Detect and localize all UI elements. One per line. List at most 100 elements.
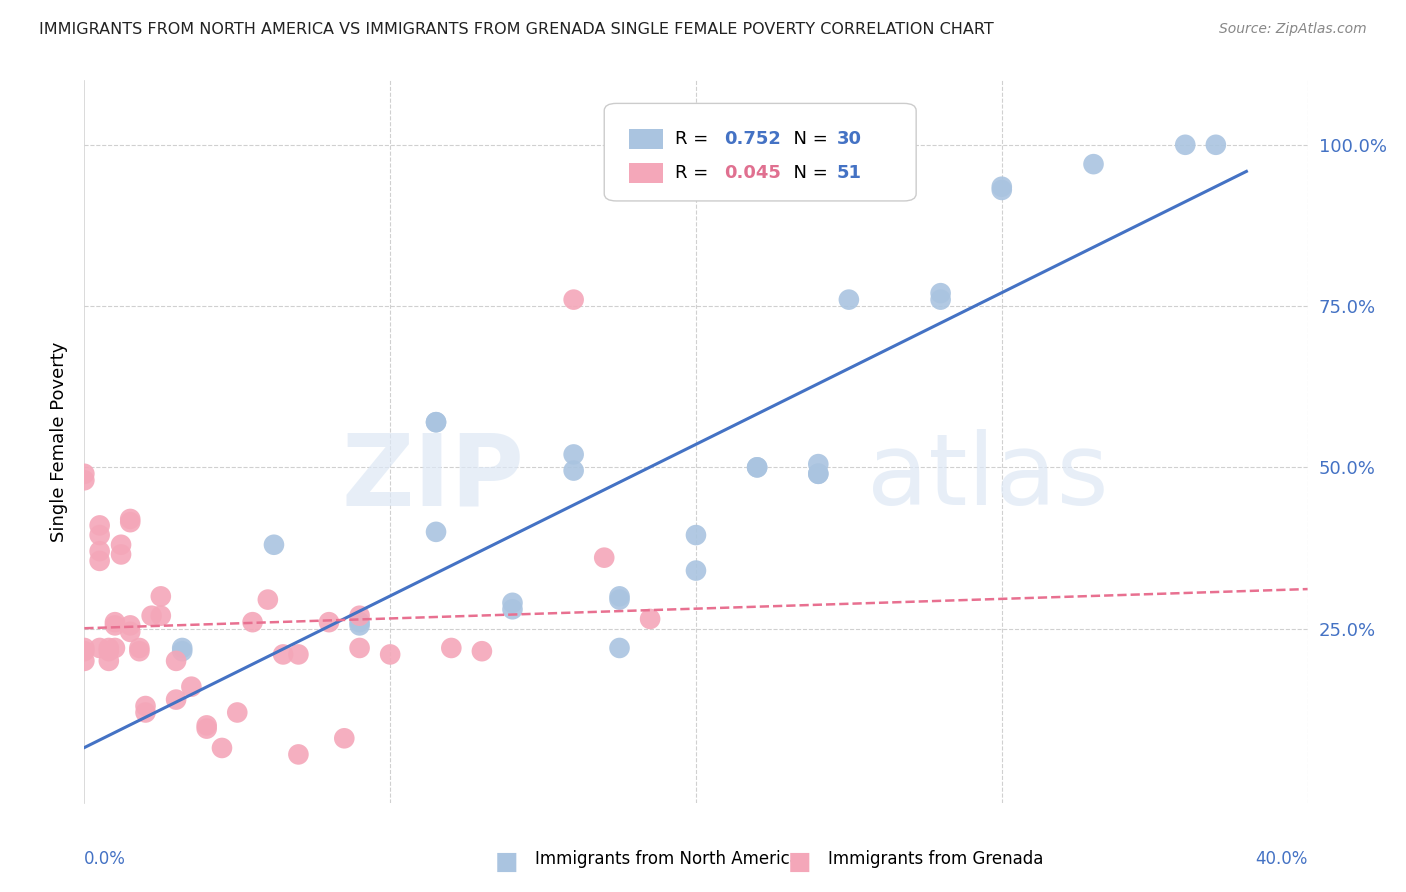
Point [73, 467, 96, 481]
Point [425, 415, 447, 429]
Point [165, 692, 187, 706]
Point [807, 467, 830, 481]
FancyBboxPatch shape [628, 128, 664, 149]
Text: 30: 30 [837, 130, 862, 148]
Point [73, 654, 96, 668]
Text: 0.045: 0.045 [724, 164, 780, 182]
Point [685, 564, 707, 578]
Text: 51: 51 [837, 164, 862, 182]
Point [380, 648, 402, 662]
Point [104, 640, 127, 655]
Point [318, 615, 340, 630]
Point [120, 512, 142, 526]
Point [287, 747, 309, 762]
Point [349, 618, 371, 632]
Text: N =: N = [782, 164, 834, 182]
Point [120, 515, 142, 529]
Point [349, 640, 371, 655]
Point [73, 473, 96, 487]
Point [609, 640, 631, 655]
Point [609, 592, 631, 607]
Point [1083, 157, 1105, 171]
Point [135, 699, 157, 714]
Point [991, 179, 1014, 194]
Point [104, 615, 127, 630]
Point [440, 640, 463, 655]
Text: ZIP: ZIP [342, 429, 524, 526]
Point [929, 293, 952, 307]
Point [562, 464, 585, 478]
Point [89, 554, 111, 568]
Point [89, 518, 111, 533]
Point [110, 548, 132, 562]
Text: 0.0%: 0.0% [84, 850, 127, 868]
Point [165, 654, 187, 668]
Text: atlas: atlas [868, 429, 1109, 526]
FancyBboxPatch shape [605, 103, 917, 201]
Y-axis label: Single Female Poverty: Single Female Poverty [51, 342, 69, 541]
Point [97, 644, 120, 658]
Point [135, 706, 157, 720]
Text: R =: R = [675, 164, 714, 182]
Point [195, 722, 218, 736]
Point [97, 654, 120, 668]
Point [89, 640, 111, 655]
Point [1205, 137, 1227, 152]
FancyBboxPatch shape [628, 162, 664, 183]
Point [562, 293, 585, 307]
Point [226, 706, 249, 720]
Point [349, 615, 371, 630]
Point [807, 457, 830, 471]
Point [838, 293, 860, 307]
Point [110, 538, 132, 552]
Point [747, 460, 769, 475]
Point [562, 447, 585, 461]
Point [73, 644, 96, 658]
Text: ■: ■ [789, 850, 811, 874]
Text: N =: N = [782, 130, 834, 148]
Point [172, 644, 194, 658]
Point [349, 608, 371, 623]
Point [128, 644, 150, 658]
Point [211, 741, 233, 756]
Point [638, 612, 661, 626]
Point [149, 590, 172, 604]
Point [120, 618, 142, 632]
Text: Immigrants from North America: Immigrants from North America [534, 850, 800, 868]
Point [425, 415, 447, 429]
Point [593, 550, 616, 565]
Point [195, 718, 218, 732]
Point [73, 640, 96, 655]
Point [149, 608, 172, 623]
Point [685, 528, 707, 542]
Point [128, 640, 150, 655]
Point [609, 590, 631, 604]
Point [1174, 137, 1197, 152]
Point [929, 286, 952, 301]
Point [425, 524, 447, 539]
Point [333, 731, 356, 746]
Point [287, 648, 309, 662]
Point [471, 644, 494, 658]
Point [104, 618, 127, 632]
Point [172, 640, 194, 655]
Point [747, 460, 769, 475]
Text: 40.0%: 40.0% [1256, 850, 1308, 868]
Text: 0.752: 0.752 [724, 130, 780, 148]
Text: ■: ■ [495, 850, 519, 874]
Point [120, 624, 142, 639]
Text: Source: ZipAtlas.com: Source: ZipAtlas.com [1219, 22, 1367, 37]
Text: Immigrants from Grenada: Immigrants from Grenada [828, 850, 1043, 868]
Point [180, 680, 202, 694]
Text: IMMIGRANTS FROM NORTH AMERICA VS IMMIGRANTS FROM GRENADA SINGLE FEMALE POVERTY C: IMMIGRANTS FROM NORTH AMERICA VS IMMIGRA… [39, 22, 994, 37]
Point [97, 640, 120, 655]
Point [502, 596, 524, 610]
Point [257, 592, 280, 607]
Point [141, 608, 163, 623]
Point [807, 467, 830, 481]
Point [89, 544, 111, 558]
Point [89, 528, 111, 542]
Point [991, 183, 1014, 197]
Point [263, 538, 285, 552]
Point [502, 602, 524, 616]
